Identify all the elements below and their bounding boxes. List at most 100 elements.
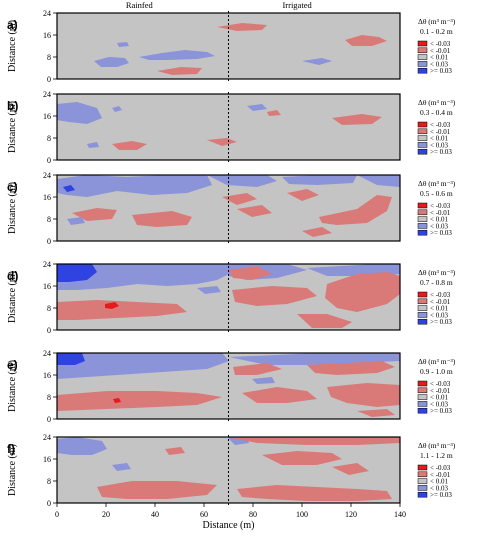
legend: Δθ (m³ m⁻³)0.5 - 0.6 m< -0.03< -0.01< 0.… bbox=[417, 179, 456, 237]
legend-label: < 0.03 bbox=[430, 400, 448, 408]
x-tick-label: 100 bbox=[296, 510, 308, 519]
y-tick-label: 24 bbox=[43, 260, 51, 269]
legend-label: < -0.03 bbox=[430, 202, 451, 210]
legend: Δθ (m³ m⁻³)1.1 - 1.2 m< -0.03< -0.01< 0.… bbox=[417, 441, 456, 499]
delta-theta-region-pink bbox=[227, 437, 400, 445]
y-tick-label: 16 bbox=[43, 455, 51, 464]
delta-theta-region-pink bbox=[262, 451, 342, 465]
legend-swatch bbox=[417, 148, 428, 155]
legend-swatch bbox=[417, 305, 428, 311]
legend-swatch bbox=[417, 464, 428, 471]
legend: Δθ (m³ m⁻³)0.3 - 0.4 m< -0.03< -0.01< 0.… bbox=[417, 98, 456, 156]
delta-theta-region-pink bbox=[345, 35, 387, 46]
legend-swatch bbox=[417, 216, 428, 222]
delta-theta-region-lblue bbox=[94, 57, 129, 67]
delta-theta-region-lblue bbox=[57, 102, 102, 124]
x-tick-label: 140 bbox=[394, 510, 406, 519]
y-tick-label: 24 bbox=[43, 9, 51, 18]
legend-title: Δθ (m³ m⁻³) bbox=[418, 268, 456, 277]
legend-title: Δθ (m³ m⁻³) bbox=[418, 98, 456, 107]
delta-theta-region-lblue bbox=[229, 353, 400, 365]
y-tick-label: 16 bbox=[43, 31, 51, 40]
delta-theta-region-pink bbox=[217, 23, 267, 31]
y-tick-label: 0 bbox=[47, 499, 51, 508]
y-tick-label: 24 bbox=[43, 433, 51, 442]
delta-theta-region-red bbox=[105, 302, 119, 309]
delta-theta-region-pink bbox=[157, 67, 202, 75]
delta-theta-region-pink bbox=[237, 485, 392, 501]
legend-label: < -0.03 bbox=[430, 464, 451, 472]
legend-title: Δθ (m³ m⁻³) bbox=[418, 357, 456, 366]
legend-label: < 0.03 bbox=[430, 484, 448, 492]
delta-theta-region-lblue bbox=[112, 463, 131, 471]
legend-depth: 0.1 - 0.2 m bbox=[420, 27, 453, 36]
delta-theta-region-lblue bbox=[282, 175, 357, 185]
legend-label: >= 0.03 bbox=[430, 407, 452, 415]
y-tick-label: 16 bbox=[43, 112, 51, 121]
panel-letter: b) bbox=[7, 99, 18, 113]
y-tick-label: 0 bbox=[47, 415, 51, 424]
legend-label: < -0.01 bbox=[430, 47, 451, 55]
y-tick-label: 0 bbox=[47, 75, 51, 84]
legend-swatch bbox=[417, 298, 428, 305]
delta-theta-region-lblue bbox=[117, 42, 129, 47]
y-tick-label: 8 bbox=[47, 477, 51, 486]
legend-label: >= 0.03 bbox=[430, 491, 452, 499]
panel-c: c) 0 8 16 24 Distance (m) Δθ (m³ m⁻³)0.5 - 0.6… bbox=[7, 171, 456, 246]
delta-theta-region-pink bbox=[97, 481, 217, 499]
legend-label: < -0.03 bbox=[430, 40, 451, 48]
delta-theta-region-pink bbox=[332, 114, 382, 125]
delta-theta-region-pink bbox=[72, 208, 117, 221]
delta-theta-region-pink bbox=[319, 195, 392, 225]
legend-swatch bbox=[417, 209, 428, 216]
y-tick-label: 8 bbox=[47, 134, 51, 143]
legend-swatch bbox=[417, 394, 428, 400]
legend-swatch bbox=[417, 401, 428, 407]
legend-title: Δθ (m³ m⁻³) bbox=[418, 441, 456, 450]
legend-label: < -0.03 bbox=[430, 380, 451, 388]
delta-theta-region-lblue bbox=[302, 58, 332, 65]
delta-theta-region-lblue bbox=[112, 106, 122, 112]
legend-label: < 0.01 bbox=[430, 394, 448, 402]
background-cell bbox=[57, 13, 400, 79]
delta-theta-region-pink bbox=[233, 363, 282, 375]
legend-label: >= 0.03 bbox=[430, 67, 452, 75]
legend-swatch bbox=[417, 478, 428, 484]
legend-depth: 1.1 - 1.2 m bbox=[420, 451, 453, 460]
x-tick-label: 80 bbox=[249, 510, 257, 519]
panel-letter: a) bbox=[7, 18, 18, 32]
legend-swatch bbox=[417, 380, 428, 387]
panel-field bbox=[57, 175, 400, 241]
y-tick-label: 8 bbox=[47, 215, 51, 224]
legend-label: >= 0.03 bbox=[430, 229, 452, 237]
delta-theta-region-pink bbox=[57, 300, 187, 320]
legend-swatch bbox=[417, 387, 428, 394]
y-axis-label: Distance (m) bbox=[7, 101, 18, 153]
panel-field bbox=[57, 94, 400, 160]
delta-theta-region-pink bbox=[325, 272, 400, 312]
delta-theta-region-lblue bbox=[252, 377, 275, 384]
y-axis-label: Distance (m) bbox=[7, 20, 18, 72]
legend-label: < 0.01 bbox=[430, 135, 448, 143]
panel-field bbox=[57, 437, 400, 503]
y-tick-label: 0 bbox=[47, 237, 51, 246]
panel-e: e) 0 8 16 24 Distance (m) Δθ (m³ m⁻³)0.9 - 1.0… bbox=[7, 349, 456, 424]
delta-theta-region-lblue bbox=[57, 264, 229, 290]
legend-label: >= 0.03 bbox=[430, 318, 452, 326]
delta-theta-region-pink bbox=[307, 361, 395, 375]
y-tick-label: 24 bbox=[43, 171, 51, 180]
legend-label: < 0.01 bbox=[430, 305, 448, 313]
legend-label: < 0.03 bbox=[430, 60, 448, 68]
x-axis-label: Distance (m) bbox=[203, 520, 255, 531]
delta-theta-region-pink bbox=[357, 409, 395, 417]
y-axis-label: Distance (m) bbox=[7, 444, 18, 496]
delta-theta-region-lblue bbox=[67, 217, 85, 225]
column-header-rainfed: Rainfed bbox=[126, 0, 154, 10]
legend-label: < -0.01 bbox=[430, 387, 451, 395]
delta-theta-region-pink bbox=[222, 193, 257, 205]
panel-letter: f) bbox=[7, 442, 15, 456]
legend-swatch bbox=[417, 229, 428, 236]
y-tick-label: 16 bbox=[43, 371, 51, 380]
legend-label: < 0.03 bbox=[430, 222, 448, 230]
